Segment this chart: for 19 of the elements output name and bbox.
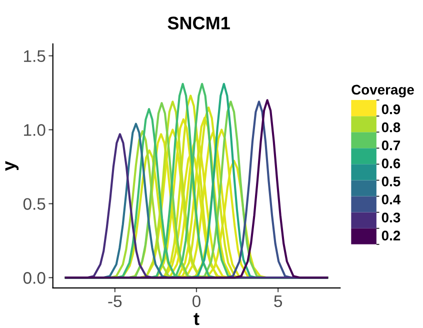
color-bar-label: 0.9 bbox=[382, 104, 400, 114]
x-axis-title: t bbox=[194, 313, 200, 326]
x-tick-label: 0 bbox=[192, 295, 200, 308]
y-tick-label: 1.0 bbox=[24, 124, 46, 136]
color-bar-label: 0.4 bbox=[382, 194, 401, 204]
x-tick-label: -5 bbox=[108, 296, 122, 308]
y-tick-label: 0.0 bbox=[23, 272, 46, 284]
color-bar-label: 0.7 bbox=[382, 140, 400, 150]
color-bar-label: 0.5 bbox=[382, 176, 400, 186]
color-bar-label: 0.2 bbox=[382, 230, 400, 241]
chart-title: SNCM1 bbox=[168, 16, 230, 30]
x-tick-label: 5 bbox=[274, 296, 282, 308]
y-tick-label: 1.5 bbox=[24, 50, 46, 62]
y-axis-title: y bbox=[5, 161, 19, 171]
color-bar-label: 0.6 bbox=[382, 158, 400, 168]
color-bar-title: Coverage bbox=[352, 84, 414, 98]
color-bar-label: 0.8 bbox=[382, 122, 400, 132]
color-bar-label: 0.3 bbox=[382, 212, 400, 222]
y-tick-label: 0.5 bbox=[23, 198, 46, 210]
